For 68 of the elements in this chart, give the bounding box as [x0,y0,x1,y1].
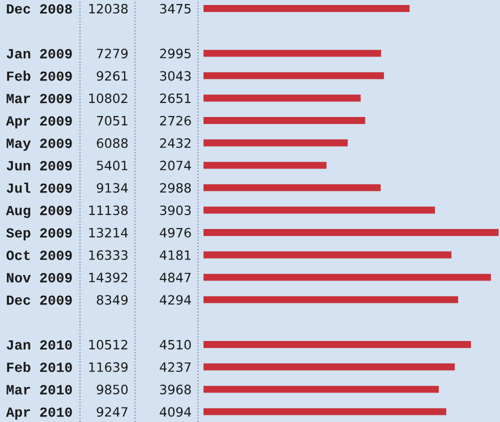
y-tick-label: Dec 2009 [6,295,72,305]
data-label: 3968 [160,384,191,394]
data-label: 4237 [160,362,191,372]
bar [204,184,381,192]
bar [204,139,348,146]
data-label: 3903 [160,205,191,216]
bar [204,72,384,80]
data-label: 2988 [160,183,191,193]
y-tick-label: Jan 2009 [6,49,72,58]
text: 14392 [89,272,128,282]
y-tick-label: Aug 2009 [6,206,72,218]
text: 9247 [96,407,128,417]
data-label: 3475 [160,4,191,14]
text: 7279 [97,48,128,58]
bar [204,341,471,348]
bar [204,50,382,57]
data-label: 4847 [160,272,191,282]
data-label: 4094 [160,407,191,417]
y-tick-label: Apr 2010 [6,407,72,420]
y-tick-label: Mar 2009 [6,94,72,104]
text: 9850 [96,384,128,394]
text: 6088 [96,138,128,148]
y-tick-label: Jun 2009 [6,161,72,170]
text: 11138 [89,205,128,216]
y-tick-label: Feb 2010 [7,362,72,372]
bar [204,229,499,236]
y-tick-label: Nov 2009 [6,273,72,282]
bar [204,274,491,281]
bar [204,5,410,12]
data-label: 2995 [160,48,191,58]
text: 13214 [89,228,128,238]
text: 9134 [96,183,128,193]
y-tick-label: May 2009 [6,138,72,151]
data-label: 4510 [160,340,191,350]
text: 12038 [89,4,128,14]
data-label: 4294 [160,295,191,305]
bar [204,117,366,124]
data-label: 2432 [160,138,190,148]
data-label: 3043 [160,71,191,81]
bar [204,251,452,258]
text: 16333 [89,250,128,260]
text: 11639 [89,362,128,372]
bar [204,296,458,304]
y-tick-label: Oct 2009 [6,250,72,260]
data-label: 2651 [160,93,191,104]
data-label: 4976 [160,228,191,238]
y-tick-label: Jan 2010 [6,340,72,350]
bar [204,408,446,416]
data-label: 2074 [160,160,191,170]
y-tick-label: Mar 2010 [6,385,72,394]
text: 5401 [96,160,128,170]
data-label: 2726 [160,116,191,126]
y-tick-label: Sep 2009 [6,228,72,240]
bar [204,363,455,370]
text: 7051 [97,116,128,126]
text: 10512 [89,340,128,350]
bar [204,206,435,214]
bar [204,162,326,169]
y-tick-label: Apr 2009 [6,116,72,128]
text: 9261 [96,71,128,81]
bar [204,386,439,393]
y-tick-label: Dec 2008 [6,4,72,14]
data-label: 4181 [160,250,191,260]
y-tick-label: Jul 2009 [6,182,72,193]
text: 8349 [96,295,128,305]
y-tick-label: Feb 2009 [7,70,72,81]
text: 10802 [89,93,128,104]
bar [204,94,361,102]
